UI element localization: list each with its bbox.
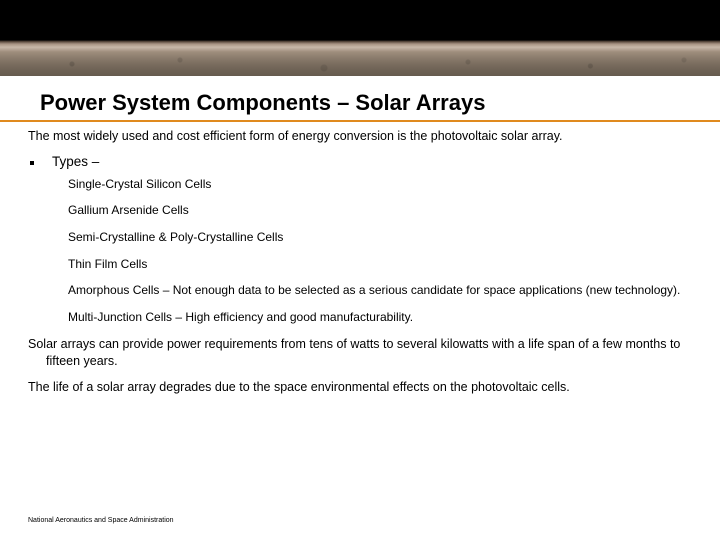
body-paragraph: The life of a solar array degrades due t… [28,379,692,396]
bullet-icon [30,161,34,165]
type-item: Single-Crystal Silicon Cells [68,177,692,193]
footer-text: National Aeronautics and Space Administr… [28,517,174,524]
lunar-surface-image [0,36,720,76]
types-bullet: Types – [28,154,692,169]
type-item: Thin Film Cells [68,257,692,273]
type-item: Semi-Crystalline & Poly-Crystalline Cell… [68,230,692,246]
body-paragraph: Solar arrays can provide power requireme… [28,336,692,370]
intro-paragraph: The most widely used and cost efficient … [28,128,692,145]
title-container: Power System Components – Solar Arrays [0,76,720,120]
content-area: The most widely used and cost efficient … [0,122,720,396]
types-label: Types – [52,154,99,169]
type-item: Gallium Arsenide Cells [68,203,692,219]
header-banner [0,0,720,76]
type-item: Multi-Junction Cells – High efficiency a… [68,310,692,326]
type-item: Amorphous Cells – Not enough data to be … [68,283,692,299]
slide-title: Power System Components – Solar Arrays [40,90,720,116]
